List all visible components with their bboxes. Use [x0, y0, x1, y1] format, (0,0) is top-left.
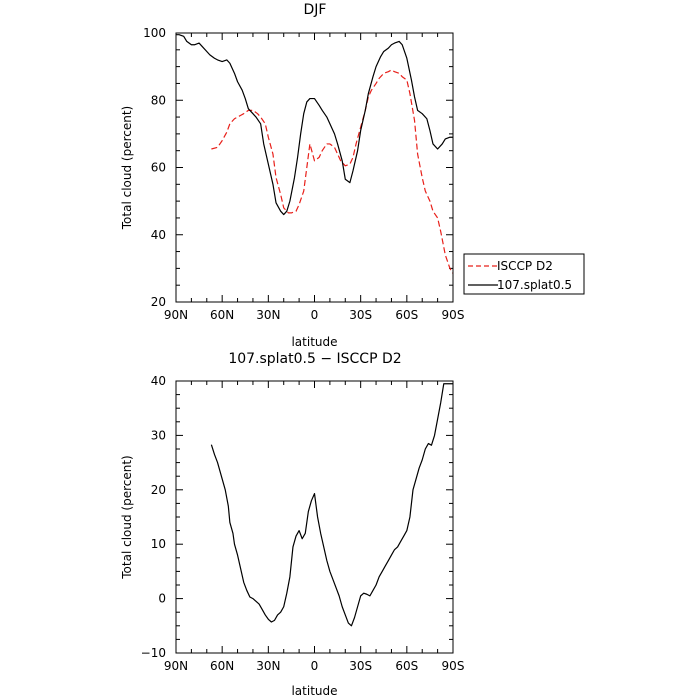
- x-tick-label: 90N: [164, 308, 188, 322]
- legend-box: [463, 253, 585, 295]
- y-tick-label: 30: [151, 428, 166, 442]
- y-tick-label: 0: [158, 592, 166, 606]
- y-tick-label: 40: [151, 228, 166, 242]
- x-tick-label: 0: [311, 308, 319, 322]
- series-line-107-splat0-5: [176, 34, 453, 216]
- chart-bottom-frame: [175, 380, 454, 654]
- y-tick-label: 40: [151, 374, 166, 388]
- x-tick-label: 30N: [256, 659, 280, 673]
- chart-bottom-title: 107.splat0.5 − ISCCP D2: [228, 351, 401, 367]
- x-tick-label: 90S: [442, 659, 465, 673]
- x-tick-label: 60S: [395, 308, 418, 322]
- y-tick-label: −10: [141, 646, 166, 660]
- chart-bottom: 107.splat0.5 − ISCCP D2 90N 60N 30N 0 30S 60S…: [120, 351, 464, 698]
- x-tick-label: 60S: [395, 659, 418, 673]
- y-tick-label: 60: [151, 161, 166, 175]
- chart-top-legend: ISCCP D2 107.splat0.5: [463, 253, 585, 295]
- x-tick-label: 30S: [349, 308, 372, 322]
- x-tick-label: 30N: [256, 308, 280, 322]
- series-line-isccp-d2: [211, 69, 454, 274]
- series-line-difference-0: [210, 383, 453, 627]
- chart-top-frame: [175, 32, 454, 303]
- x-tick-label: 90S: [442, 308, 465, 322]
- chart-bottom-ylabel: Total cloud (percent): [120, 455, 134, 579]
- chart-top: DJF 90N 60N 30N 0 30S 60S 90S 20 40 60 80 100 latit…: [120, 2, 585, 349]
- chart-top-title: DJF: [304, 2, 327, 18]
- legend-label-isccp: ISCCP D2: [497, 259, 553, 273]
- y-tick-label: 20: [151, 483, 166, 497]
- x-tick-label: 90N: [164, 659, 188, 673]
- y-tick-label: 20: [151, 295, 166, 309]
- x-tick-label: 0: [311, 659, 319, 673]
- x-tick-label: 60N: [210, 659, 234, 673]
- chart-bottom-xlabel: latitude: [291, 684, 337, 698]
- x-tick-label: 60N: [210, 308, 234, 322]
- y-tick-label: 80: [151, 93, 166, 107]
- y-tick-label: 10: [151, 537, 166, 551]
- chart-bottom-marks: 90N 60N 30N 0 30S 60S 90S −10 0 10 20 30 40: [141, 374, 465, 673]
- legend-label-model: 107.splat0.5: [497, 278, 572, 292]
- x-tick-label: 30S: [349, 659, 372, 673]
- chart-top-ylabel: Total cloud (percent): [120, 106, 134, 230]
- chart-top-xlabel: latitude: [291, 335, 337, 349]
- y-tick-label: 100: [143, 26, 166, 40]
- chart-top-marks: 90N 60N 30N 0 30S 60S 90S 20 40 60 80 100: [143, 26, 464, 322]
